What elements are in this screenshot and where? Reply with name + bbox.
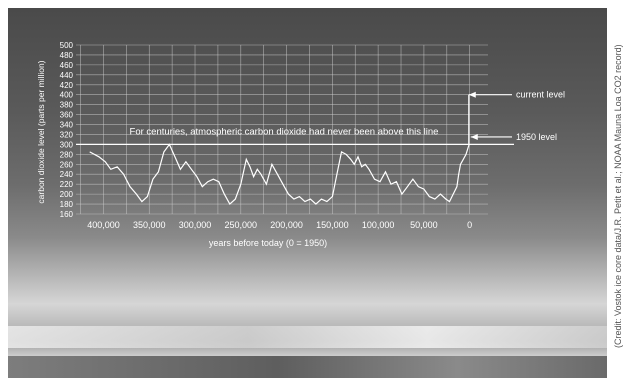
y-tick-label: 320 — [60, 130, 74, 139]
current-level-arrowhead — [468, 91, 476, 98]
y-tick-label: 340 — [60, 121, 74, 130]
cloud-shadow-band — [8, 356, 607, 378]
x-tick-label: 250,000 — [225, 220, 258, 230]
y-tick-label: 480 — [60, 51, 74, 60]
y-tick-label: 220 — [60, 180, 74, 189]
y-tick-label: 420 — [60, 81, 74, 90]
y-tick-label: 360 — [60, 111, 74, 120]
earth-horizon-photo — [8, 8, 607, 378]
level-1950-label: 1950 level — [516, 132, 557, 142]
y-tick-label: 260 — [60, 160, 74, 169]
credit-strip: (Credit: Vostok ice core data/J.R. Petit… — [609, 8, 629, 378]
y-tick-label: 400 — [60, 91, 74, 100]
y-tick-label: 300 — [60, 140, 74, 149]
x-tick-label: 350,000 — [133, 220, 166, 230]
x-tick-label: 150,000 — [316, 220, 349, 230]
baseline-annotation: For centuries, atmospheric carbon dioxid… — [130, 126, 439, 137]
co2-series-line — [89, 143, 470, 206]
x-tick-label: 200,000 — [270, 220, 303, 230]
current-level-label: current level — [516, 90, 565, 100]
y-tick-label: 500 — [60, 41, 74, 50]
x-tick-label: 300,000 — [179, 220, 212, 230]
y-tick-label: 280 — [60, 150, 74, 159]
x-tick-label: 50,000 — [410, 220, 438, 230]
x-tick-label: 0 — [467, 220, 472, 230]
x-tick-label: 400,000 — [87, 220, 120, 230]
x-axis-label: years before today (0 = 1950) — [209, 238, 327, 248]
y-tick-label: 180 — [60, 200, 74, 209]
level-1950-arrowhead — [470, 133, 478, 140]
y-tick-labels: 1601802002202402602803003203403603804004… — [60, 41, 74, 219]
x-tick-label: 100,000 — [362, 220, 395, 230]
credit-text: (Credit: Vostok ice core data/J.R. Petit… — [613, 44, 623, 348]
y-tick-label: 160 — [60, 210, 74, 219]
y-tick-label: 240 — [60, 170, 74, 179]
x-tick-labels: 400,000 350,000 300,000 250,000 200,000 150,0… — [87, 220, 472, 230]
y-tick-label: 440 — [60, 71, 74, 80]
y-tick-label: 460 — [60, 61, 74, 70]
y-tick-label: 380 — [60, 101, 74, 110]
y-axis-label: carbon dioxide level (parts per million) — [36, 60, 46, 203]
y-tick-label: 200 — [60, 190, 74, 199]
cloud-band — [8, 326, 607, 348]
